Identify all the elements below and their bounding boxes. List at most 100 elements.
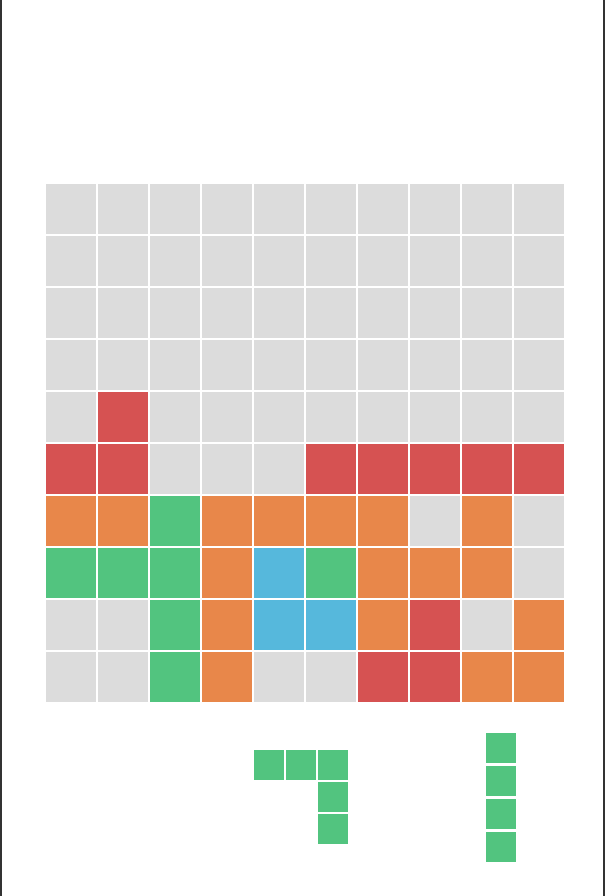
board-cell-orange[interactable] [254, 496, 304, 546]
board-cell-empty[interactable] [410, 184, 460, 234]
board-cell-empty[interactable] [410, 288, 460, 338]
board-cell-orange[interactable] [202, 600, 252, 650]
board-cell-empty[interactable] [514, 496, 564, 546]
board-cell-orange[interactable] [306, 496, 356, 546]
board-cell-empty[interactable] [306, 184, 356, 234]
board-cell-green[interactable] [150, 496, 200, 546]
board-cell-empty[interactable] [462, 184, 512, 234]
board-cell-empty[interactable] [46, 288, 96, 338]
board-cell-empty[interactable] [462, 288, 512, 338]
board-cell-empty[interactable] [410, 496, 460, 546]
board-cell-red[interactable] [514, 444, 564, 494]
board-cell-empty[interactable] [358, 392, 408, 442]
game-board[interactable] [46, 184, 566, 704]
board-cell-green[interactable] [306, 548, 356, 598]
board-cell-empty[interactable] [410, 340, 460, 390]
board-cell-empty[interactable] [98, 652, 148, 702]
board-cell-orange[interactable] [514, 652, 564, 702]
board-cell-empty[interactable] [98, 184, 148, 234]
board-cell-empty[interactable] [462, 392, 512, 442]
board-cell-orange[interactable] [462, 496, 512, 546]
board-cell-empty[interactable] [202, 340, 252, 390]
board-cell-empty[interactable] [46, 340, 96, 390]
board-cell-empty[interactable] [410, 392, 460, 442]
board-cell-red[interactable] [358, 444, 408, 494]
board-cell-red[interactable] [410, 652, 460, 702]
board-cell-empty[interactable] [514, 288, 564, 338]
board-cell-empty[interactable] [46, 392, 96, 442]
board-cell-empty[interactable] [46, 652, 96, 702]
board-cell-empty[interactable] [150, 236, 200, 286]
board-cell-orange[interactable] [358, 548, 408, 598]
board-cell-red[interactable] [410, 444, 460, 494]
board-cell-empty[interactable] [202, 444, 252, 494]
tray-piece-1[interactable] [254, 750, 350, 846]
board-cell-empty[interactable] [254, 236, 304, 286]
board-cell-empty[interactable] [150, 392, 200, 442]
board-cell-empty[interactable] [254, 392, 304, 442]
tray-piece-2[interactable] [486, 733, 518, 863]
board-cell-green[interactable] [150, 652, 200, 702]
board-cell-empty[interactable] [358, 288, 408, 338]
board-cell-red[interactable] [358, 652, 408, 702]
board-cell-green[interactable] [46, 548, 96, 598]
board-cell-empty[interactable] [202, 236, 252, 286]
board-cell-empty[interactable] [514, 236, 564, 286]
board-cell-red[interactable] [410, 600, 460, 650]
board-cell-orange[interactable] [98, 496, 148, 546]
board-cell-empty[interactable] [46, 236, 96, 286]
board-cell-empty[interactable] [150, 444, 200, 494]
board-cell-empty[interactable] [202, 392, 252, 442]
board-cell-empty[interactable] [98, 600, 148, 650]
board-cell-red[interactable] [462, 444, 512, 494]
board-cell-red[interactable] [98, 444, 148, 494]
board-cell-empty[interactable] [514, 548, 564, 598]
board-cell-orange[interactable] [202, 496, 252, 546]
board-cell-blue[interactable] [254, 600, 304, 650]
board-cell-orange[interactable] [46, 496, 96, 546]
board-cell-empty[interactable] [306, 236, 356, 286]
board-cell-orange[interactable] [358, 600, 408, 650]
board-cell-empty[interactable] [150, 288, 200, 338]
board-cell-empty[interactable] [462, 600, 512, 650]
board-cell-empty[interactable] [254, 184, 304, 234]
board-cell-empty[interactable] [514, 392, 564, 442]
board-cell-orange[interactable] [462, 548, 512, 598]
board-cell-green[interactable] [98, 548, 148, 598]
board-cell-empty[interactable] [98, 288, 148, 338]
board-cell-empty[interactable] [98, 340, 148, 390]
board-cell-empty[interactable] [202, 184, 252, 234]
board-cell-empty[interactable] [410, 236, 460, 286]
board-cell-green[interactable] [150, 548, 200, 598]
board-cell-green[interactable] [150, 600, 200, 650]
board-cell-orange[interactable] [514, 600, 564, 650]
board-cell-empty[interactable] [254, 652, 304, 702]
board-cell-empty[interactable] [306, 288, 356, 338]
board-cell-empty[interactable] [150, 184, 200, 234]
board-cell-empty[interactable] [98, 236, 148, 286]
board-cell-orange[interactable] [202, 548, 252, 598]
board-cell-empty[interactable] [358, 184, 408, 234]
board-cell-empty[interactable] [462, 236, 512, 286]
board-cell-red[interactable] [306, 444, 356, 494]
board-cell-orange[interactable] [358, 496, 408, 546]
board-cell-empty[interactable] [46, 184, 96, 234]
board-cell-empty[interactable] [358, 236, 408, 286]
board-cell-empty[interactable] [254, 340, 304, 390]
board-cell-empty[interactable] [254, 288, 304, 338]
board-cell-empty[interactable] [202, 288, 252, 338]
board-cell-empty[interactable] [46, 600, 96, 650]
board-cell-blue[interactable] [254, 548, 304, 598]
board-cell-red[interactable] [98, 392, 148, 442]
board-cell-orange[interactable] [202, 652, 252, 702]
board-cell-empty[interactable] [254, 444, 304, 494]
board-cell-empty[interactable] [150, 340, 200, 390]
board-cell-blue[interactable] [306, 600, 356, 650]
board-cell-orange[interactable] [462, 652, 512, 702]
board-cell-empty[interactable] [306, 340, 356, 390]
board-cell-empty[interactable] [358, 340, 408, 390]
board-cell-empty[interactable] [462, 340, 512, 390]
board-cell-empty[interactable] [306, 652, 356, 702]
board-cell-empty[interactable] [514, 184, 564, 234]
board-cell-empty[interactable] [514, 340, 564, 390]
